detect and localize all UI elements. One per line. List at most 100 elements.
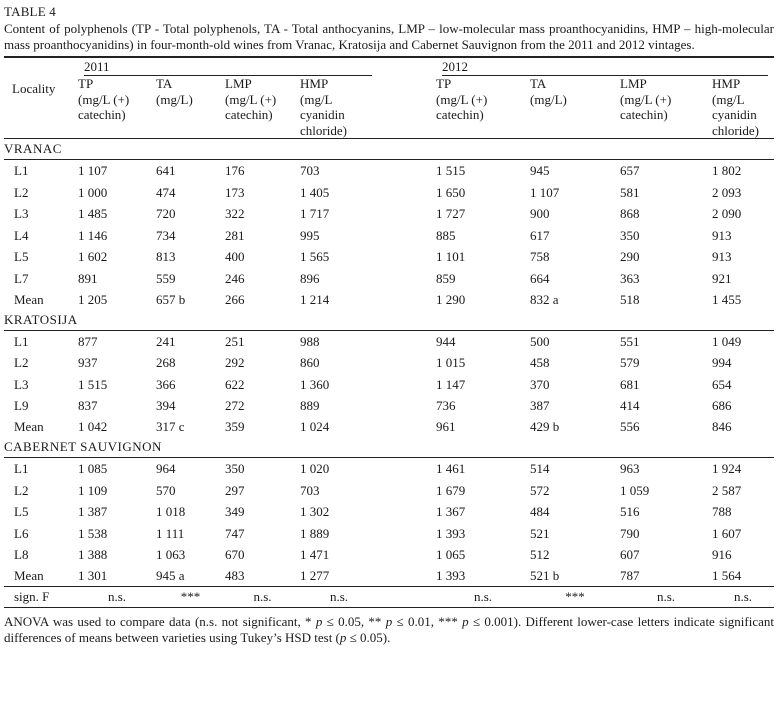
table-row: L2 1 000 474 173 1 405 1 650 1 107 581 2 093 — [4, 182, 774, 204]
table-cell: 366 — [156, 376, 176, 392]
row-label: Mean — [14, 418, 44, 434]
year-spacer — [378, 457, 436, 479]
table-cell: 1 565 — [300, 249, 330, 265]
table-cell: 1 889 — [300, 525, 330, 541]
table-cell: 1 650 — [436, 184, 466, 200]
table-cell: 896 — [300, 270, 320, 286]
row-label: L5 — [14, 504, 29, 520]
table-label: TABLE 4 — [4, 4, 56, 19]
table-cell: 1 059 — [620, 482, 650, 498]
table-cell: 758 — [530, 249, 550, 265]
row-label: L3 — [14, 206, 29, 222]
table-cell: 173 — [225, 184, 245, 200]
column-header-lmp-2011: LMP (mg/L (+) catechin) — [225, 76, 300, 139]
table-cell: 913 — [712, 249, 732, 265]
table-cell: n.s. — [300, 585, 379, 608]
table-cell: 670 — [225, 547, 245, 563]
row-label: L1 — [14, 333, 29, 349]
table-cell: 921 — [712, 270, 732, 286]
table-cell: 429 b — [530, 418, 560, 434]
table-cell: 788 — [712, 504, 732, 520]
table-cell: 1 485 — [78, 206, 108, 222]
table-cell: 1 301 — [78, 567, 108, 583]
table-cell: 246 — [225, 270, 245, 286]
table-cell: 521 b — [530, 567, 560, 583]
table-cell: 292 — [225, 355, 245, 371]
year-spacer — [378, 566, 436, 587]
table-cell: 581 — [620, 184, 640, 200]
table-cell: 484 — [530, 504, 550, 520]
table-cell: 414 — [620, 398, 640, 414]
year-header-row: 2011 2012 — [4, 58, 774, 76]
table-row: L1 1 107 641 176 703 1 515 945 657 1 802 — [4, 160, 774, 182]
table-cell: *** — [156, 585, 225, 608]
table-cell: 622 — [225, 376, 245, 392]
table-cell: 1 602 — [78, 249, 108, 265]
table-row: L7 891 559 246 896 859 664 363 921 — [4, 268, 774, 290]
table-cell: 961 — [436, 418, 456, 434]
top-rule — [4, 56, 774, 58]
column-header-row: Locality TP (mg/L (+) catechin) TA (mg/L) LMP… — [4, 76, 775, 139]
table-cell: 1 214 — [300, 291, 330, 307]
row-label: L9 — [14, 398, 29, 414]
year-2012-header: 2012 — [436, 58, 774, 76]
table-cell: 521 — [530, 525, 550, 541]
table-cell: 1 367 — [436, 504, 466, 520]
table-cell: 1 924 — [712, 460, 742, 476]
row-label: L1 — [14, 460, 29, 476]
table-cell: 747 — [225, 525, 245, 541]
table-cell: n.s. — [712, 585, 775, 608]
table-cell: 266 — [225, 291, 245, 307]
table-cell: 859 — [436, 270, 456, 286]
table-cell: n.s. — [78, 585, 156, 608]
table-cell: 916 — [712, 547, 732, 563]
year-spacer — [378, 182, 436, 204]
year-spacer — [378, 523, 436, 545]
table-cell: 1 302 — [300, 504, 330, 520]
year-spacer — [378, 76, 437, 139]
table-cell: 1 111 — [156, 525, 185, 541]
column-header-hmp-2011: HMP (mg/L cyanidin chloride) — [300, 76, 379, 139]
table-cell: 359 — [225, 418, 245, 434]
table-page: TABLE 4 Content of polyphenols (TP - Tot… — [4, 4, 775, 646]
table-cell: 945 — [530, 163, 550, 178]
table-cell: 963 — [620, 460, 640, 476]
year-spacer — [378, 585, 437, 608]
table-row: L6 1 538 1 111 747 1 889 1 393 521 790 1 607 — [4, 523, 774, 545]
table-row: L9 837 394 272 889 736 387 414 686 — [4, 395, 774, 417]
locality-header: Locality — [4, 76, 78, 139]
table-cell: 2 587 — [712, 482, 742, 498]
group-heading: CABERNET SAUVIGNON — [4, 436, 775, 458]
column-header-ta-2012: TA (mg/L) — [530, 76, 621, 139]
table-cell: 900 — [530, 206, 550, 222]
table-cell: 703 — [300, 163, 320, 178]
table-cell: 579 — [620, 355, 640, 371]
table-cell: 664 — [530, 270, 550, 286]
table-cell: 317 c — [156, 418, 185, 434]
table-cell: 363 — [620, 270, 640, 286]
table-cell: 703 — [300, 482, 320, 498]
year-spacer — [378, 395, 436, 417]
table-cell: 846 — [712, 418, 732, 434]
group-heading: VRANAC — [4, 138, 775, 160]
table-cell: 891 — [78, 270, 98, 286]
table-row: L2 1 109 570 297 703 1 679 572 1 059 2 587 — [4, 480, 774, 502]
table-cell: 1 515 — [78, 376, 108, 392]
row-label: L3 — [14, 376, 29, 392]
table-cell: 1 101 — [436, 249, 466, 265]
table-cell: 1 049 — [712, 333, 742, 349]
table-cell: 1 107 — [78, 163, 108, 178]
table-cell: 994 — [712, 355, 732, 371]
table-cell: 518 — [620, 291, 640, 307]
table-cell: 1 360 — [300, 376, 330, 392]
table-cell: 1 679 — [436, 482, 466, 498]
table-cell: 350 — [225, 460, 245, 476]
row-label: L4 — [14, 227, 29, 243]
table-cell: 370 — [530, 376, 550, 392]
table-cell: 281 — [225, 227, 245, 243]
table-cell: 483 — [225, 567, 245, 583]
table-cell: 1 405 — [300, 184, 330, 200]
table-cell: 681 — [620, 376, 640, 392]
row-label: L5 — [14, 249, 29, 265]
